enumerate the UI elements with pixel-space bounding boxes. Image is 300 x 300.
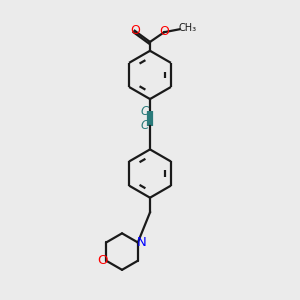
Text: O: O	[130, 24, 140, 37]
Text: N: N	[137, 236, 146, 249]
Text: O: O	[97, 254, 108, 267]
Text: C: C	[141, 105, 149, 118]
Text: C: C	[141, 119, 149, 132]
Text: O: O	[159, 25, 169, 38]
Text: CH₃: CH₃	[178, 23, 197, 33]
